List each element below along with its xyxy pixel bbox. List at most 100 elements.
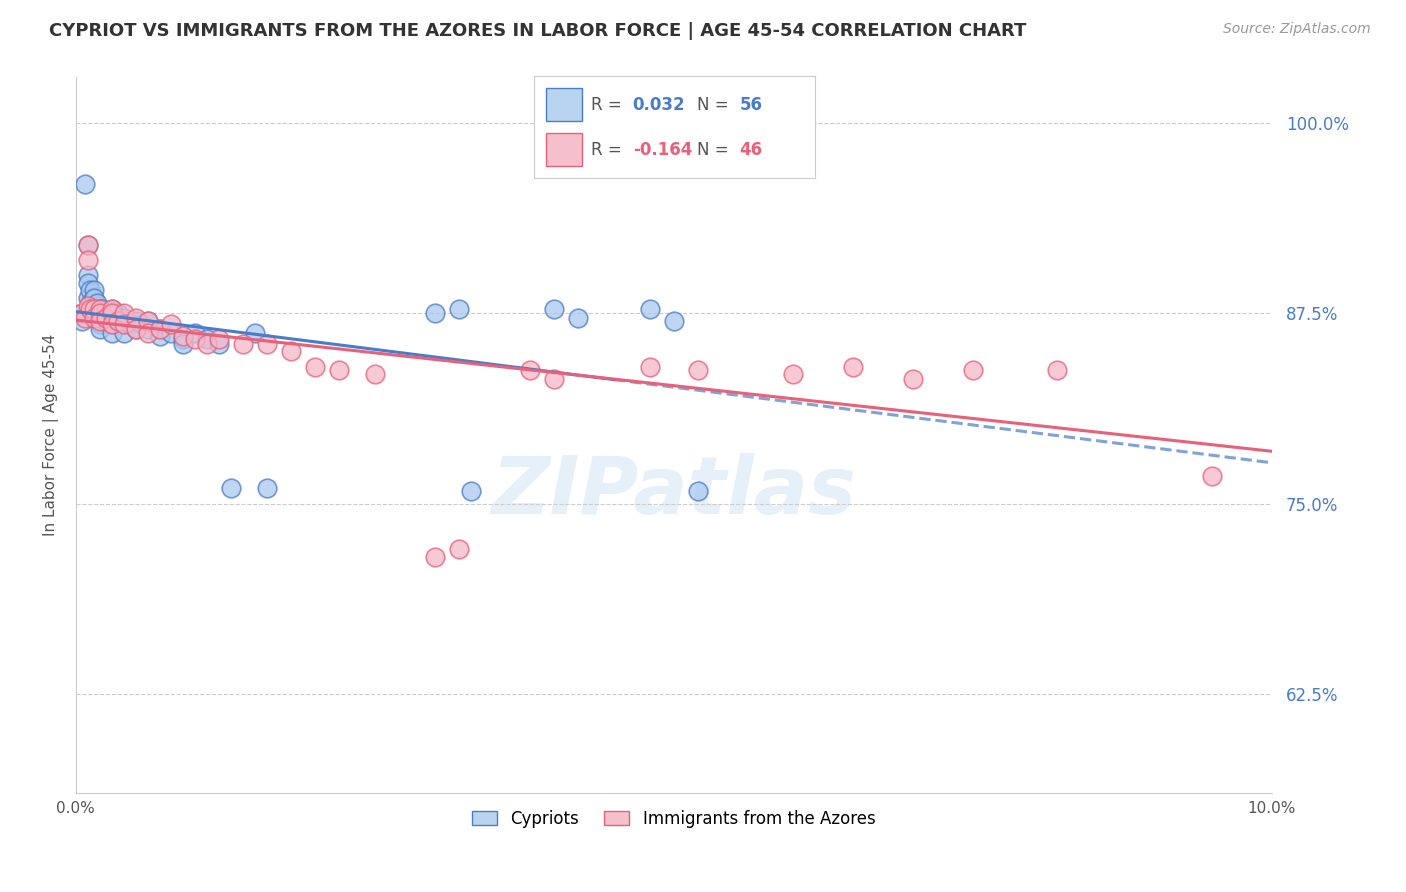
Point [100,306,122,320]
Point [136,314,159,328]
Point [172,332,194,346]
Point [460,484,482,499]
Point [901,372,924,386]
Point [782,367,804,381]
Point [79,295,101,310]
Point [136,326,159,340]
Text: -0.164: -0.164 [633,141,692,159]
Bar [546,88,582,121]
Point [76,299,98,313]
Point [447,542,470,557]
Point [148,329,170,343]
Point [83,301,105,316]
Text: 46: 46 [740,141,762,159]
Point [107,314,129,328]
Point [100,310,122,325]
Point [89,310,111,325]
Point [89,301,111,316]
Point [89,301,111,316]
Point [83,291,105,305]
Point [100,306,122,320]
Point [172,336,194,351]
Point [100,317,122,331]
Point [83,301,105,316]
Point [148,321,170,335]
Point [364,367,387,381]
Point [79,284,101,298]
Point [136,314,159,328]
Text: N =: N = [697,95,728,113]
Point [76,237,98,252]
Point [304,359,326,374]
Point [86,295,108,310]
Text: CYPRIOT VS IMMIGRANTS FROM THE AZORES IN LABOR FORCE | AGE 45-54 CORRELATION CHA: CYPRIOT VS IMMIGRANTS FROM THE AZORES IN… [49,22,1026,40]
Point [76,291,98,305]
Point [184,332,207,346]
Point [124,314,146,328]
Point [662,314,685,328]
Text: N =: N = [697,141,728,159]
Point [328,362,350,376]
Point [543,301,565,316]
Point [76,268,98,283]
Point [280,344,302,359]
Point [107,314,129,328]
Point [76,253,98,268]
Point [89,317,111,331]
Point [842,359,865,374]
Legend: Cypriots, Immigrants from the Azores: Cypriots, Immigrants from the Azores [465,803,882,834]
Point [70,306,93,320]
Point [112,310,135,325]
Point [89,314,111,328]
Point [76,276,98,290]
Point [962,362,984,376]
Point [136,321,159,335]
Point [686,484,709,499]
Point [160,326,183,340]
Point [219,481,242,495]
Point [638,359,661,374]
Point [543,372,565,386]
Point [75,310,97,325]
Point [208,336,231,351]
Point [112,326,135,340]
Point [79,301,101,316]
Point [172,329,194,343]
Point [100,301,122,316]
Point [107,306,129,320]
Point [686,362,709,376]
Point [89,306,111,320]
Point [256,336,278,351]
Point [94,314,117,328]
Point [91,301,114,316]
Text: 0.032: 0.032 [633,95,685,113]
Point [148,321,170,335]
Point [83,284,105,298]
Point [195,332,218,346]
Point [519,362,541,376]
Point [184,326,207,340]
Point [76,237,98,252]
Point [124,321,146,335]
Point [195,336,218,351]
Y-axis label: In Labor Force | Age 45-54: In Labor Force | Age 45-54 [44,334,59,536]
Text: R =: R = [591,95,621,113]
Point [70,306,93,320]
Point [1201,469,1223,483]
Point [1046,362,1069,376]
Point [638,301,661,316]
Point [89,321,111,335]
Point [112,317,135,331]
Point [70,314,93,328]
Point [567,310,589,325]
Point [100,301,122,316]
Point [160,317,183,331]
Text: ZIPatlas: ZIPatlas [491,453,856,532]
Point [75,177,97,191]
Point [124,321,146,335]
Point [423,306,446,320]
Text: 56: 56 [740,95,762,113]
Point [131,317,153,331]
Point [208,332,231,346]
Point [256,481,278,495]
